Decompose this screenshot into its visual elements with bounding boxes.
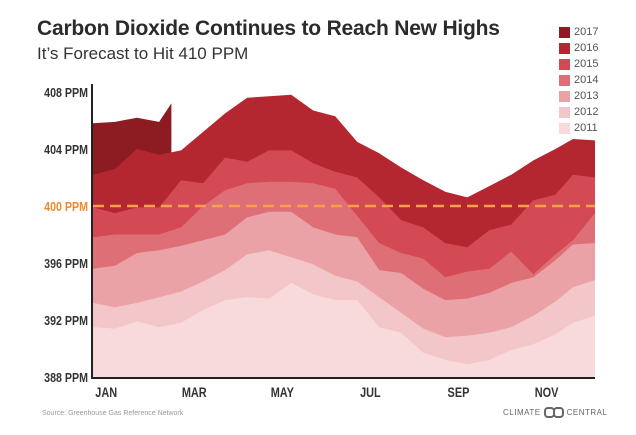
logo-mark-icon — [543, 407, 564, 418]
chart-subtitle: It’s Forecast to Hit 410 PPM — [37, 44, 249, 63]
y-tick-label: 408 PPM — [44, 85, 88, 100]
logo-text-right: CENTRAL — [566, 408, 608, 417]
y-tick-label: 404 PPM — [44, 142, 88, 157]
legend-item-2013: 2013 — [559, 88, 598, 104]
legend-swatch — [559, 106, 570, 118]
chart-title: Carbon Dioxide Continues to Reach New Hi… — [37, 17, 500, 40]
y-tick-label: 396 PPM — [44, 256, 88, 271]
legend-item-2011: 2011 — [559, 120, 598, 136]
legend-label: 2011 — [574, 122, 598, 134]
legend-label: 2015 — [574, 58, 599, 70]
legend-swatch — [559, 42, 570, 54]
climate-central-logo: CLIMATE CENTRAL — [503, 407, 607, 418]
legend-label: 2012 — [574, 106, 599, 118]
y-tick-label: 392 PPM — [44, 313, 88, 328]
legend-swatch — [559, 122, 570, 134]
legend-label: 2017 — [574, 26, 599, 38]
area-2011 — [93, 282, 595, 377]
x-tick-label: NOV — [535, 385, 559, 401]
x-tick-label: JUL — [360, 385, 381, 401]
legend-swatch — [559, 74, 570, 86]
y-tick-label: 400 PPM — [44, 199, 88, 214]
x-tick-label: JAN — [95, 385, 117, 401]
x-tick-label: MAY — [271, 385, 295, 401]
legend-item-2014: 2014 — [559, 72, 598, 88]
legend: 2017 2016 2015 2014 2013 2012 2011 — [559, 24, 598, 136]
legend-item-2017: 2017 — [559, 24, 598, 40]
legend-label: 2016 — [574, 42, 599, 54]
legend-label: 2014 — [574, 74, 599, 86]
y-tick-label: 388 PPM — [44, 370, 88, 385]
legend-item-2012: 2012 — [559, 104, 598, 120]
x-tick-label: MAR — [182, 385, 207, 401]
legend-item-2016: 2016 — [559, 40, 598, 56]
source-note: Source: Greenhouse Gas Reference Network — [42, 410, 184, 417]
legend-label: 2013 — [574, 90, 599, 102]
legend-item-2015: 2015 — [559, 56, 598, 72]
legend-swatch — [559, 26, 570, 38]
x-tick-label: SEP — [448, 385, 470, 401]
legend-swatch — [559, 58, 570, 70]
logo-text-left: CLIMATE — [503, 408, 541, 417]
legend-swatch — [559, 90, 570, 102]
